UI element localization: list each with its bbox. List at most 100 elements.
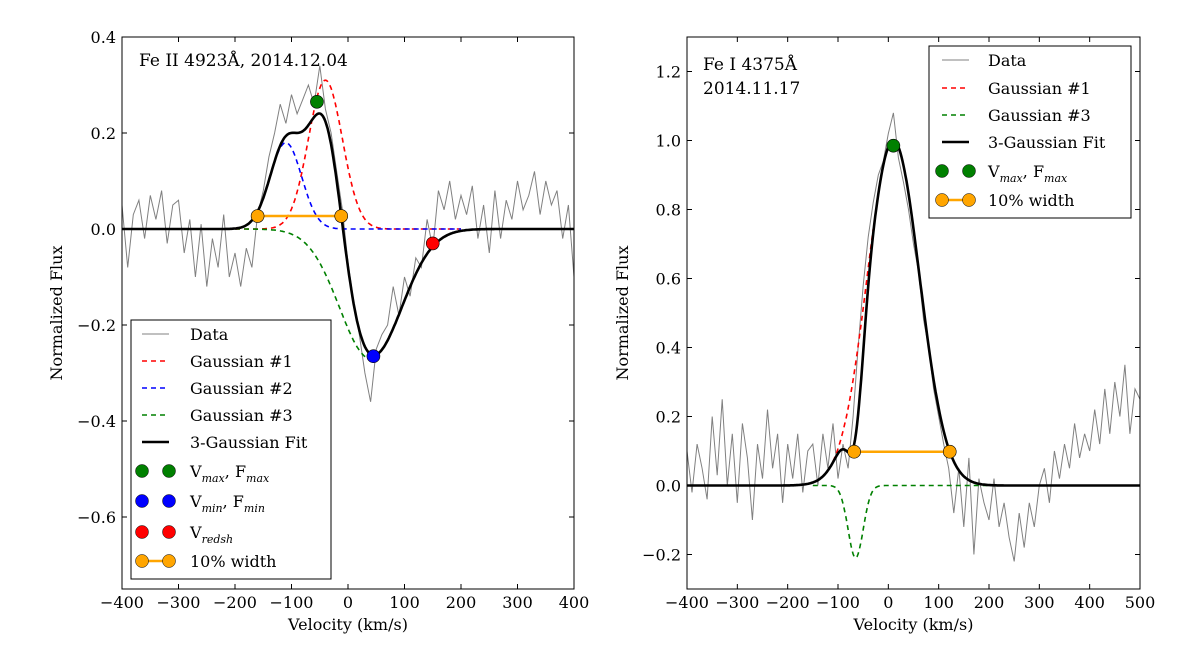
y-tick-label: 0.2	[91, 124, 116, 143]
x-axis-label: Velocity (km/s)	[287, 615, 408, 634]
legend-label: Vmax, Fmax	[189, 462, 270, 485]
x-tick-label: 200	[446, 593, 477, 612]
legend-marker-swatch	[162, 464, 176, 478]
x-tick-label: 100	[923, 593, 954, 612]
width10-right-point	[334, 209, 349, 223]
panel-title: Fe I 4375Å	[703, 54, 798, 75]
vredsh-point	[425, 236, 440, 251]
legend-marker-swatch	[135, 525, 149, 539]
data-series-line	[687, 112, 1140, 562]
y-tick-label: 1.0	[656, 132, 681, 151]
y-axis-label: Normalized Flux	[613, 246, 632, 381]
x-tick-label: 500	[1125, 593, 1156, 612]
panel-title: 2014.11.17	[703, 79, 800, 99]
fit-line	[687, 139, 1140, 487]
legend-label-subscript: max	[246, 472, 270, 485]
legend-label: 3-Gaussian Fit	[988, 133, 1106, 152]
legend-label-text: , F	[225, 462, 246, 481]
width10-right-point	[942, 444, 957, 459]
legend-label-text: , F	[1023, 162, 1044, 181]
legend-entry: 10% width	[135, 552, 276, 571]
legend-label: Vmax, Fmax	[987, 162, 1068, 185]
legend-entry: Vmax, Fmax	[135, 462, 270, 485]
legend-label-text: V	[189, 462, 202, 481]
x-tick-label: −100	[816, 593, 860, 612]
x-tick-label: −300	[715, 593, 759, 612]
legend-marker-swatch	[935, 164, 949, 178]
x-tick-label: 200	[974, 593, 1005, 612]
legend-label-subscript: min	[202, 502, 223, 515]
x-tick-label: −200	[766, 593, 810, 612]
legend-entry: Vmax, Fmax	[935, 162, 1068, 185]
legend-marker-swatch	[962, 193, 976, 207]
y-tick-label: 0.0	[91, 220, 116, 239]
x-tick-label: −300	[157, 593, 201, 612]
y-tick-label: 0.4	[91, 28, 116, 47]
x-tick-label: 400	[1074, 593, 1105, 612]
panel-fe-ii-4923: −400 −300 −200 −100 0 100 200 300 400 −0.6 −0.4 −0.…	[47, 28, 589, 634]
legend-entry: Gaussian #1	[942, 79, 1091, 98]
x-tick-label: 100	[389, 593, 420, 612]
x-tick-label: 0	[343, 593, 353, 612]
y-tick-label: −0.4	[77, 412, 116, 431]
legend-marker-swatch	[962, 164, 976, 178]
legend-entry: 3-Gaussian Fit	[142, 433, 308, 452]
legend-entry: 3-Gaussian Fit	[942, 133, 1106, 152]
x-tick-label: −200	[213, 593, 257, 612]
legend-label-text: 10% width	[988, 191, 1074, 210]
x-tick-label: 400	[559, 593, 590, 612]
legend-box	[928, 45, 1132, 219]
legend: Data Gaussian #1 Gaussian #2 Gaussian #3 3-G…	[130, 319, 332, 580]
x-tick-label: −100	[270, 593, 314, 612]
legend-label-subscript: max	[1000, 172, 1024, 185]
legend-label: 10% width	[190, 552, 276, 571]
legend-entry: Gaussian #2	[142, 379, 293, 398]
legend-entry: 10% width	[935, 191, 1074, 210]
legend: Data Gaussian #1 Gaussian #3 3-Gaussian Fit…	[928, 45, 1132, 219]
legend-label: Gaussian #3	[190, 406, 293, 425]
width10-left-point	[250, 209, 265, 223]
legend-label-text: V	[189, 492, 202, 511]
legend-label-subscript: redsh	[202, 533, 234, 546]
legend-label-text: 3-Gaussian Fit	[190, 433, 308, 452]
y-tick-label: −0.2	[77, 316, 116, 335]
y-tick-label: 0.6	[656, 270, 681, 289]
legend-label-subscript: max	[1044, 172, 1068, 185]
x-tick-label: −400	[100, 593, 144, 612]
legend-marker-swatch	[135, 494, 149, 508]
legend-label-text: Data	[190, 325, 229, 344]
legend-entry: Gaussian #3	[942, 106, 1091, 125]
legend-marker-swatch	[162, 525, 176, 539]
gaussian-component-3-line	[235, 228, 371, 360]
y-tick-label: −0.2	[642, 546, 681, 565]
legend-marker-swatch	[935, 193, 949, 207]
legend-label-text: V	[987, 162, 1000, 181]
legend-label-text: Gaussian #3	[988, 106, 1091, 125]
y-tick-label: 1.2	[656, 63, 681, 82]
panel-title: Fe II 4923Å, 2014.12.04	[139, 50, 348, 71]
legend-label-subscript: max	[202, 472, 226, 485]
legend-entry: Vredsh	[135, 523, 234, 546]
width10-left-point	[847, 444, 861, 459]
axes-frame	[686, 36, 1141, 590]
fit-line	[122, 112, 574, 357]
legend-entry: Gaussian #3	[142, 406, 293, 425]
legend-label: Gaussian #2	[190, 379, 293, 398]
legend-marker-swatch	[135, 554, 149, 568]
x-tick-label: 0	[883, 593, 893, 612]
panel-fe-i-4375: −400 −300 −200 −100 0 100 200 300 400 500 −0.2 0.0 0…	[613, 36, 1156, 634]
legend-marker-swatch	[162, 494, 176, 508]
y-tick-label: 0.8	[656, 201, 681, 220]
plot-area	[122, 65, 574, 402]
legend-marker-swatch	[135, 464, 149, 478]
vmax-point	[886, 138, 901, 153]
legend-label-text: V	[189, 523, 202, 542]
y-tick-label: 0.0	[656, 477, 681, 496]
y-tick-label: 0.4	[656, 339, 681, 358]
x-axis-label: Velocity (km/s)	[853, 615, 974, 634]
plot-area	[687, 112, 1140, 562]
legend-label: 3-Gaussian Fit	[190, 433, 308, 452]
legend-marker-swatch	[162, 554, 176, 568]
legend-label-text: Gaussian #1	[988, 79, 1091, 98]
